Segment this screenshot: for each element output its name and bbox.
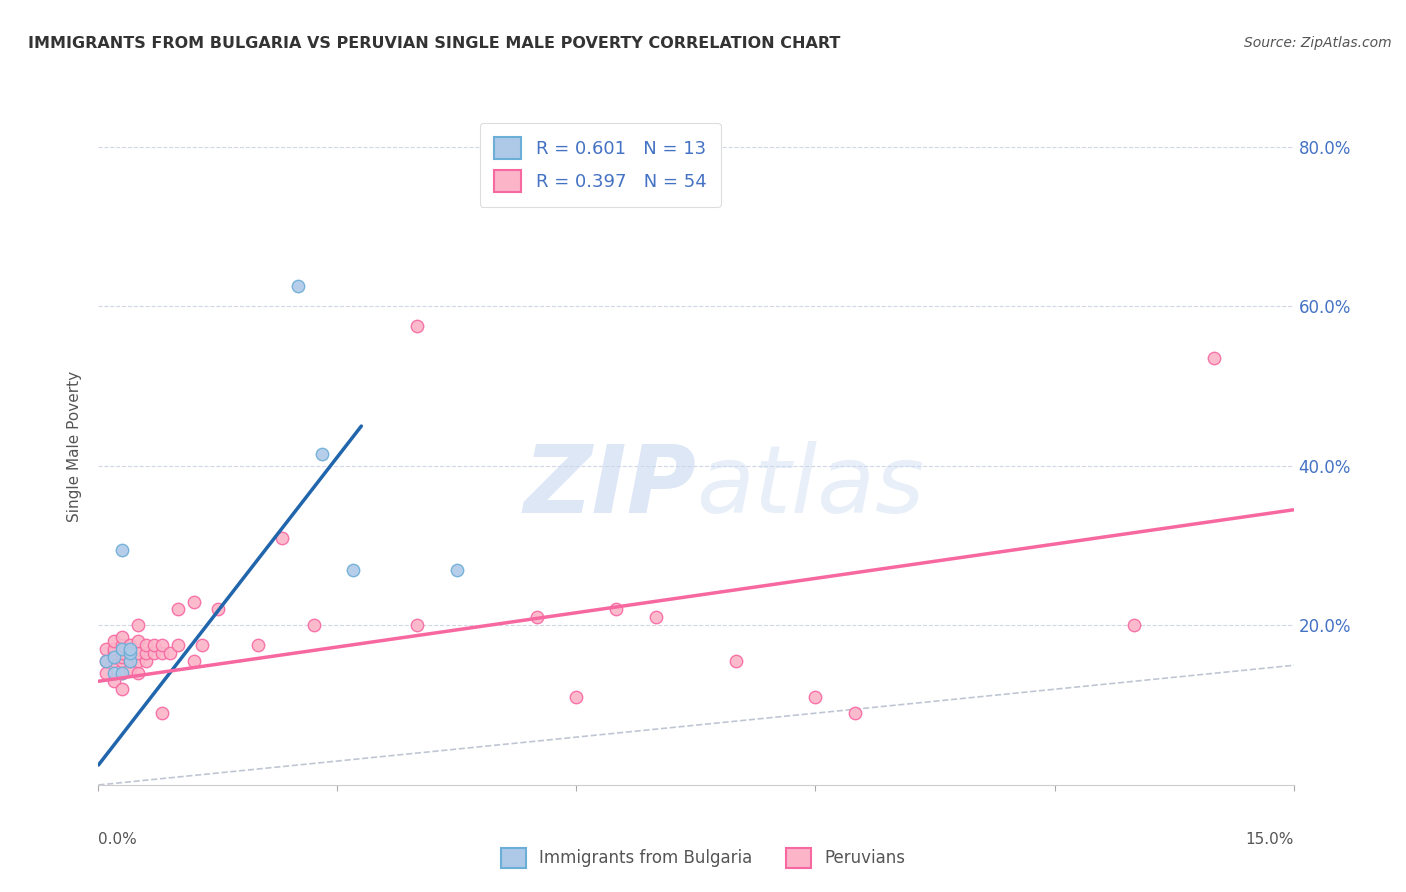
Point: [207, 602, 229, 616]
Point: [103, 646, 125, 660]
Point: [446, 563, 468, 577]
Point: [135, 646, 157, 660]
Point: [127, 618, 149, 632]
Point: [103, 654, 125, 668]
Text: atlas: atlas: [696, 442, 924, 533]
Point: [111, 631, 134, 645]
Point: [120, 654, 142, 668]
Y-axis label: Single Male Poverty: Single Male Poverty: [67, 370, 83, 522]
Point: [605, 602, 627, 616]
Point: [183, 594, 205, 608]
Point: [311, 447, 333, 461]
Point: [103, 650, 125, 665]
Point: [565, 690, 588, 705]
Point: [150, 706, 173, 721]
Text: IMMIGRANTS FROM BULGARIA VS PERUVIAN SINGLE MALE POVERTY CORRELATION CHART: IMMIGRANTS FROM BULGARIA VS PERUVIAN SIN…: [28, 36, 841, 51]
Point: [167, 639, 190, 653]
Legend: Immigrants from Bulgaria, Peruvians: Immigrants from Bulgaria, Peruvians: [494, 841, 912, 875]
Point: [191, 639, 214, 653]
Point: [150, 639, 173, 653]
Point: [246, 639, 269, 653]
Point: [120, 639, 142, 653]
Point: [103, 642, 125, 657]
Text: Source: ZipAtlas.com: Source: ZipAtlas.com: [1244, 36, 1392, 50]
Point: [96, 654, 118, 668]
Point: [287, 279, 309, 293]
Point: [111, 639, 134, 653]
Point: [120, 646, 142, 660]
Point: [111, 642, 134, 657]
Point: [103, 634, 125, 648]
Point: [526, 610, 548, 624]
Text: 0.0%: 0.0%: [98, 832, 138, 847]
Point: [406, 319, 429, 334]
Point: [120, 654, 142, 668]
Point: [111, 646, 134, 660]
Point: [135, 639, 157, 653]
Point: [270, 531, 292, 545]
Point: [120, 642, 142, 657]
Point: [111, 666, 134, 681]
Point: [120, 662, 142, 676]
Legend: R = 0.601   N = 13, R = 0.397   N = 54: R = 0.601 N = 13, R = 0.397 N = 54: [479, 123, 721, 207]
Point: [183, 654, 205, 668]
Point: [127, 634, 149, 648]
Point: [143, 639, 166, 653]
Point: [120, 646, 142, 660]
Point: [167, 602, 190, 616]
Point: [724, 654, 747, 668]
Point: [159, 646, 181, 660]
Point: [96, 642, 118, 657]
Point: [96, 666, 118, 681]
Point: [111, 542, 134, 557]
Point: [645, 610, 668, 624]
Text: 15.0%: 15.0%: [1246, 832, 1294, 847]
Point: [103, 650, 125, 665]
Point: [103, 674, 125, 689]
Point: [127, 646, 149, 660]
Point: [342, 563, 364, 577]
Point: [302, 618, 325, 632]
Point: [96, 654, 118, 668]
Point: [143, 646, 166, 660]
Point: [111, 654, 134, 668]
Point: [1123, 618, 1146, 632]
Point: [111, 682, 134, 697]
Point: [844, 706, 866, 721]
Point: [103, 666, 125, 681]
Point: [804, 690, 827, 705]
Point: [150, 646, 173, 660]
Point: [111, 650, 134, 665]
Point: [111, 666, 134, 681]
Text: ZIP: ZIP: [523, 441, 696, 533]
Point: [1202, 351, 1225, 366]
Point: [127, 654, 149, 668]
Point: [127, 666, 149, 681]
Point: [406, 618, 429, 632]
Point: [135, 654, 157, 668]
